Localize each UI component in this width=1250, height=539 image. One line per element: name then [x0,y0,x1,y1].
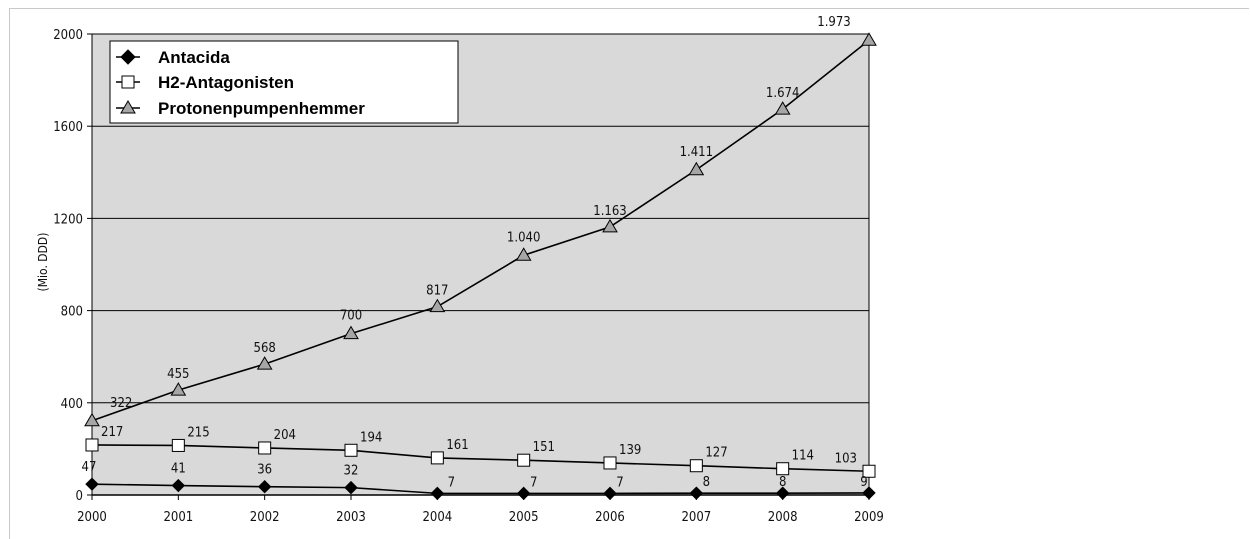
point-protonenpumpenhemmer [774,101,791,115]
x-tick-label: 2004 [422,510,452,525]
data-label-antacida: 8 [703,475,710,490]
x-tick-label: 2006 [595,510,625,525]
series-lines [84,32,877,501]
y-axis-label: (Mio. DDD) [36,233,50,292]
point-h2-antagonisten [862,464,876,478]
data-labels: 47 41 36 32 7 7 7 8 8 9 217 215 204 194 161 151 139 127 11… [82,15,868,490]
point-protonenpumpenhemmer [429,298,446,313]
data-label-h2-antagonisten: 204 [274,428,296,443]
point-protonenpumpenhemmer [170,382,187,396]
series-line-h2-antagonisten [91,444,870,473]
point-antacida [171,478,186,493]
x-tick-label: 2008 [768,510,798,525]
legend-box [109,40,459,124]
y-tick-label: 400 [61,397,83,412]
data-label-h2-antagonisten: 215 [187,425,209,440]
data-label-antacida: 7 [616,475,623,490]
data-label-h2-antagonisten: 161 [446,438,468,453]
legend-label-antacida: Antacida [158,48,230,67]
data-label-h2-antagonisten: 194 [360,430,382,445]
data-label-antacida: 7 [448,475,455,490]
data-label-protonenpumpenhemmer: 1.411 [680,145,713,160]
x-tick-label: 2003 [336,510,366,525]
point-protonenpumpenhemmer [84,412,100,427]
axes: 0 400 800 1200 1600 2000 2000 2001 2002 2003 2004 2… [53,28,884,525]
data-label-protonenpumpenhemmer: 700 [340,309,362,324]
point-h2-antagonisten [689,459,703,473]
legend: Antacida H2-Antagonisten Protonenpumpenh… [109,40,459,124]
y-tick-label: 800 [61,305,83,320]
chart-frame [9,8,1249,539]
legend-label-protonenpumpenhemmer: Protonenpumpenhemmer [158,99,365,118]
y-tick-label: 2000 [53,28,83,43]
series-line-antacida [91,483,870,495]
legend-item-h2-antagonisten: H2-Antagonisten [116,73,294,92]
square-marker-icon [121,75,135,89]
point-h2-antagonisten [171,438,185,452]
data-label-h2-antagonisten: 103 [835,451,857,466]
point-h2-antagonisten [258,441,272,455]
data-label-antacida: 41 [171,462,186,477]
point-antacida [516,486,531,501]
point-antacida [775,486,790,500]
data-label-antacida: 32 [344,464,359,479]
point-h2-antagonisten [776,462,790,476]
point-protonenpumpenhemmer [688,161,705,176]
point-antacida [689,486,704,500]
x-tick-label: 2009 [854,510,884,525]
point-h2-antagonisten [430,451,444,465]
x-tick-label: 2001 [163,510,193,525]
data-label-protonenpumpenhemmer: 1.674 [766,86,799,101]
y-tick-label: 0 [76,489,83,504]
point-protonenpumpenhemmer [256,356,273,370]
point-h2-antagonisten [603,456,617,470]
point-antacida [344,480,358,495]
diamond-marker-icon [120,49,136,65]
data-label-antacida: 47 [82,460,97,475]
y-tick-label: 1200 [53,212,83,227]
data-label-h2-antagonisten: 114 [792,449,814,464]
data-label-protonenpumpenhemmer: 455 [167,367,189,382]
point-antacida [603,486,617,501]
data-label-h2-antagonisten: 217 [101,425,123,440]
point-protonenpumpenhemmer [602,218,618,233]
data-label-antacida: 7 [530,475,537,490]
legend-label-h2-antagonisten: H2-Antagonisten [158,73,294,92]
triangle-marker-icon [120,100,136,114]
point-h2-antagonisten [85,438,99,452]
data-label-protonenpumpenhemmer: 322 [110,396,132,411]
x-tick-label: 2007 [681,510,711,525]
point-h2-antagonisten [517,453,531,467]
point-h2-antagonisten [344,443,358,457]
data-label-protonenpumpenhemmer: 568 [254,341,276,356]
legend-item-protonenpumpenhemmer: Protonenpumpenhemmer [116,99,365,118]
data-label-antacida: 36 [257,463,272,478]
data-label-protonenpumpenhemmer: 817 [426,284,448,299]
point-antacida [85,477,99,491]
point-antacida [430,486,445,501]
x-tick-label: 2002 [250,510,280,525]
data-label-h2-antagonisten: 139 [619,443,641,458]
x-tick-label: 2000 [77,510,107,525]
data-label-protonenpumpenhemmer: 1.040 [507,230,540,245]
point-antacida [862,486,876,500]
data-label-antacida: 8 [779,475,786,490]
data-label-protonenpumpenhemmer: 1.163 [593,204,626,219]
point-protonenpumpenhemmer [343,325,359,340]
point-protonenpumpenhemmer [515,247,532,261]
legend-item-antacida: Antacida [116,48,230,67]
y-tick-label: 1600 [53,120,83,135]
x-tick-label: 2005 [509,510,539,525]
series-line-protonenpumpenhemmer [91,39,870,422]
point-antacida [257,479,272,494]
data-label-antacida: 9 [860,475,867,490]
point-protonenpumpenhemmer [861,32,877,46]
data-label-h2-antagonisten: 127 [705,446,727,461]
data-label-protonenpumpenhemmer: 1.973 [817,15,850,30]
data-label-h2-antagonisten: 151 [533,440,555,455]
